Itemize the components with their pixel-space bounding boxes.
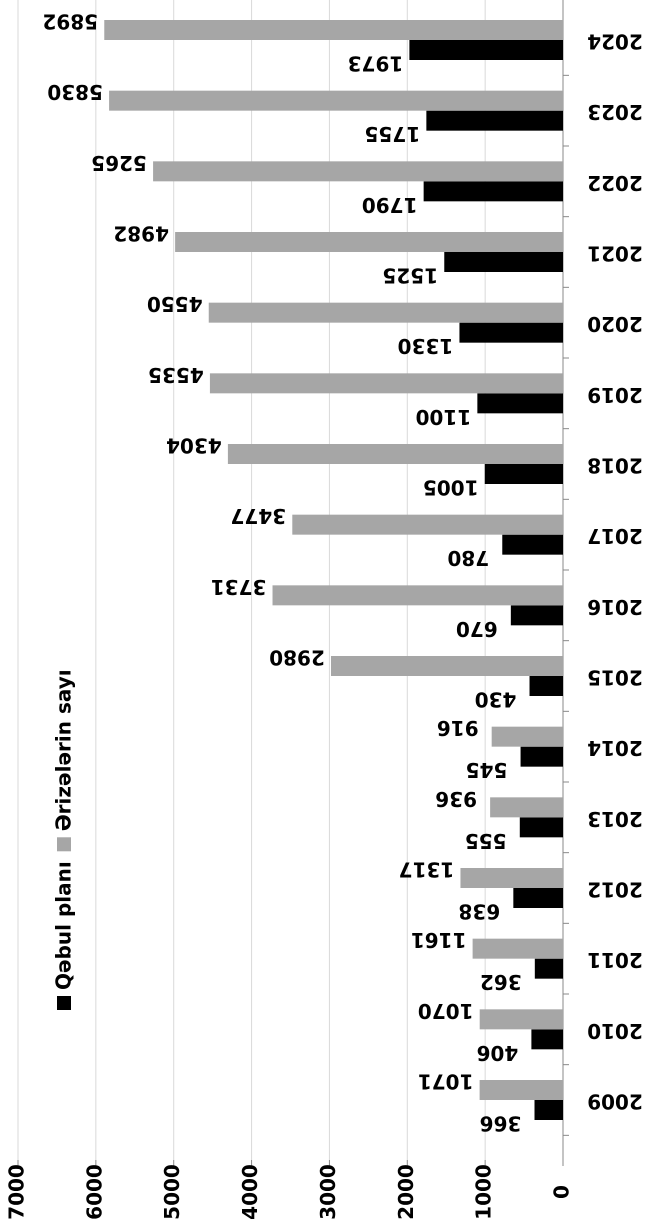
bar	[272, 585, 563, 606]
y-tick-label: 6000	[82, 1164, 106, 1220]
bar	[472, 938, 563, 959]
x-tick-label: 2015	[587, 666, 643, 690]
bar	[479, 1080, 563, 1100]
bar	[227, 444, 563, 464]
legend-swatch	[57, 837, 71, 852]
x-tick-label: 2009	[587, 1090, 643, 1114]
bar	[510, 605, 564, 626]
value-label: 1071	[418, 1070, 474, 1094]
x-tick-label: 2017	[587, 524, 643, 548]
legend-label: Qəbul planı	[52, 861, 76, 990]
x-tick-label: 2016	[587, 595, 643, 619]
bar	[208, 302, 563, 323]
x-tick-label: 2018	[587, 454, 643, 478]
bar	[490, 797, 563, 818]
x-tick-label: 2010	[587, 1019, 643, 1043]
y-tick-label: 0	[550, 1185, 574, 1199]
value-label: 1330	[398, 334, 454, 358]
bar	[330, 656, 563, 676]
value-label: 1317	[399, 858, 455, 882]
value-label: 1755	[365, 122, 421, 146]
bar	[423, 181, 563, 202]
value-label: 4535	[148, 363, 204, 387]
bar	[529, 676, 563, 696]
y-tick-label: 5000	[160, 1164, 184, 1220]
value-label: 1790	[362, 193, 418, 217]
bar	[426, 110, 563, 131]
y-tick-label: 4000	[238, 1164, 262, 1220]
value-label: 1161	[411, 928, 467, 952]
plot: 0 1000 2000 3000 4000 5000 6000 7000 2009 3661071…	[5, 0, 643, 1220]
x-tick-label: 2012	[587, 878, 643, 902]
x-tick-label: 2023	[587, 100, 643, 124]
bar	[534, 1100, 563, 1120]
value-label: 5265	[91, 151, 147, 175]
bar	[531, 1029, 564, 1050]
value-label: 3477	[230, 504, 286, 528]
value-label: 362	[480, 970, 522, 994]
bar	[104, 20, 563, 40]
y-tick-label: 1000	[472, 1164, 496, 1220]
legend-label: Ərizələrin sayı	[52, 669, 76, 831]
x-tick-label: 2021	[587, 242, 643, 266]
bar	[444, 252, 563, 272]
value-label: 670	[456, 617, 498, 641]
value-label: 5892	[42, 10, 98, 34]
bar	[502, 534, 563, 555]
y-tick-label: 7000	[5, 1164, 29, 1220]
value-label: 545	[466, 758, 508, 782]
bar	[479, 1009, 564, 1030]
bar	[513, 888, 564, 908]
value-label: 1070	[418, 999, 474, 1023]
value-label: 638	[458, 900, 500, 924]
value-label: 430	[475, 688, 517, 712]
value-label: 5830	[47, 80, 103, 104]
bar	[460, 868, 563, 888]
value-label: 2980	[269, 646, 325, 670]
value-label: 366	[480, 1112, 522, 1136]
value-label: 1525	[382, 264, 438, 288]
bar	[520, 746, 564, 767]
x-tick-label: 2024	[587, 30, 643, 54]
bar	[292, 514, 563, 535]
value-label: 3731	[211, 575, 267, 599]
value-label: 1005	[423, 476, 479, 500]
value-label: 4550	[147, 292, 203, 316]
bar	[519, 817, 564, 838]
bar	[491, 726, 564, 747]
legend-swatch	[57, 996, 71, 1010]
bar	[459, 322, 564, 343]
bar	[109, 90, 563, 111]
bar	[534, 958, 564, 979]
value-label: 4304	[166, 434, 222, 458]
value-label: 780	[447, 546, 489, 570]
x-tick-label: 2022	[587, 171, 643, 195]
bar	[153, 161, 563, 182]
value-label: 1973	[348, 52, 404, 76]
value-label: 4982	[113, 222, 169, 246]
x-tick-label: 2019	[587, 383, 643, 407]
x-tick-label: 2020	[587, 312, 643, 336]
bar	[409, 40, 563, 60]
bar	[484, 464, 563, 484]
bar	[477, 393, 564, 414]
value-label: 555	[465, 829, 507, 853]
y-tick-label: 3000	[316, 1164, 340, 1220]
value-label: 406	[477, 1041, 519, 1065]
value-label: 1100	[416, 405, 472, 429]
value-label: 916	[437, 716, 479, 740]
value-label: 936	[435, 787, 477, 811]
x-tick-label: 2013	[587, 807, 643, 831]
bar	[209, 373, 564, 394]
x-tick-label: 2014	[587, 736, 643, 760]
x-tick-label: 2011	[587, 948, 643, 972]
y-tick-label: 2000	[394, 1164, 418, 1220]
bar	[175, 232, 563, 252]
